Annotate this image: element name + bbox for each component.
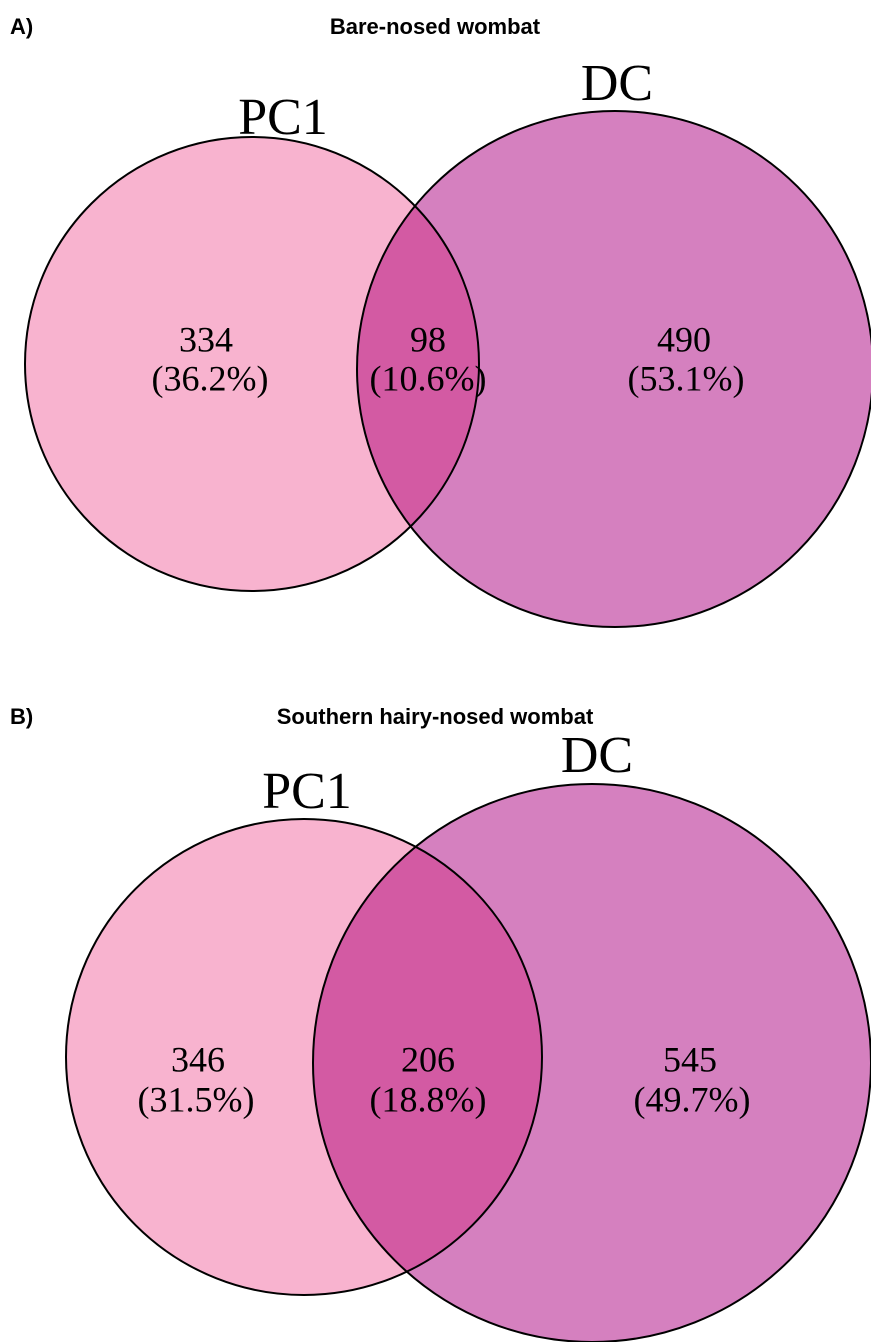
region-percent: (36.2%): [152, 358, 269, 398]
panel-label: B): [10, 704, 33, 729]
chart-title: Bare-nosed wombat: [330, 14, 541, 39]
overlap: [313, 819, 542, 1295]
set-outline: [312, 783, 871, 1342]
region-percent: (10.6%): [370, 358, 487, 398]
region-count: 545: [663, 1039, 717, 1079]
set-label: PC1: [262, 763, 352, 820]
region-count: 334: [179, 319, 233, 359]
region-count: 490: [657, 319, 711, 359]
set-label: DC: [581, 55, 653, 112]
region-percent: (49.7%): [634, 1079, 751, 1119]
region-count: 98: [410, 319, 446, 359]
panel-label: A): [10, 14, 33, 39]
set-label: DC: [561, 727, 633, 784]
set-circle: [25, 137, 479, 591]
region-percent: (31.5%): [138, 1079, 255, 1119]
region-count: 206: [401, 1039, 455, 1079]
region-percent: (53.1%): [628, 358, 745, 398]
set-outline: [24, 136, 480, 592]
region-percent: (18.8%): [370, 1079, 487, 1119]
set-outline: [356, 110, 871, 628]
region-count: 346: [171, 1039, 225, 1079]
set-circle: [357, 111, 871, 627]
set-label: PC1: [238, 89, 328, 146]
set-outline: [65, 818, 543, 1296]
chart-title: Southern hairy-nosed wombat: [277, 704, 594, 729]
